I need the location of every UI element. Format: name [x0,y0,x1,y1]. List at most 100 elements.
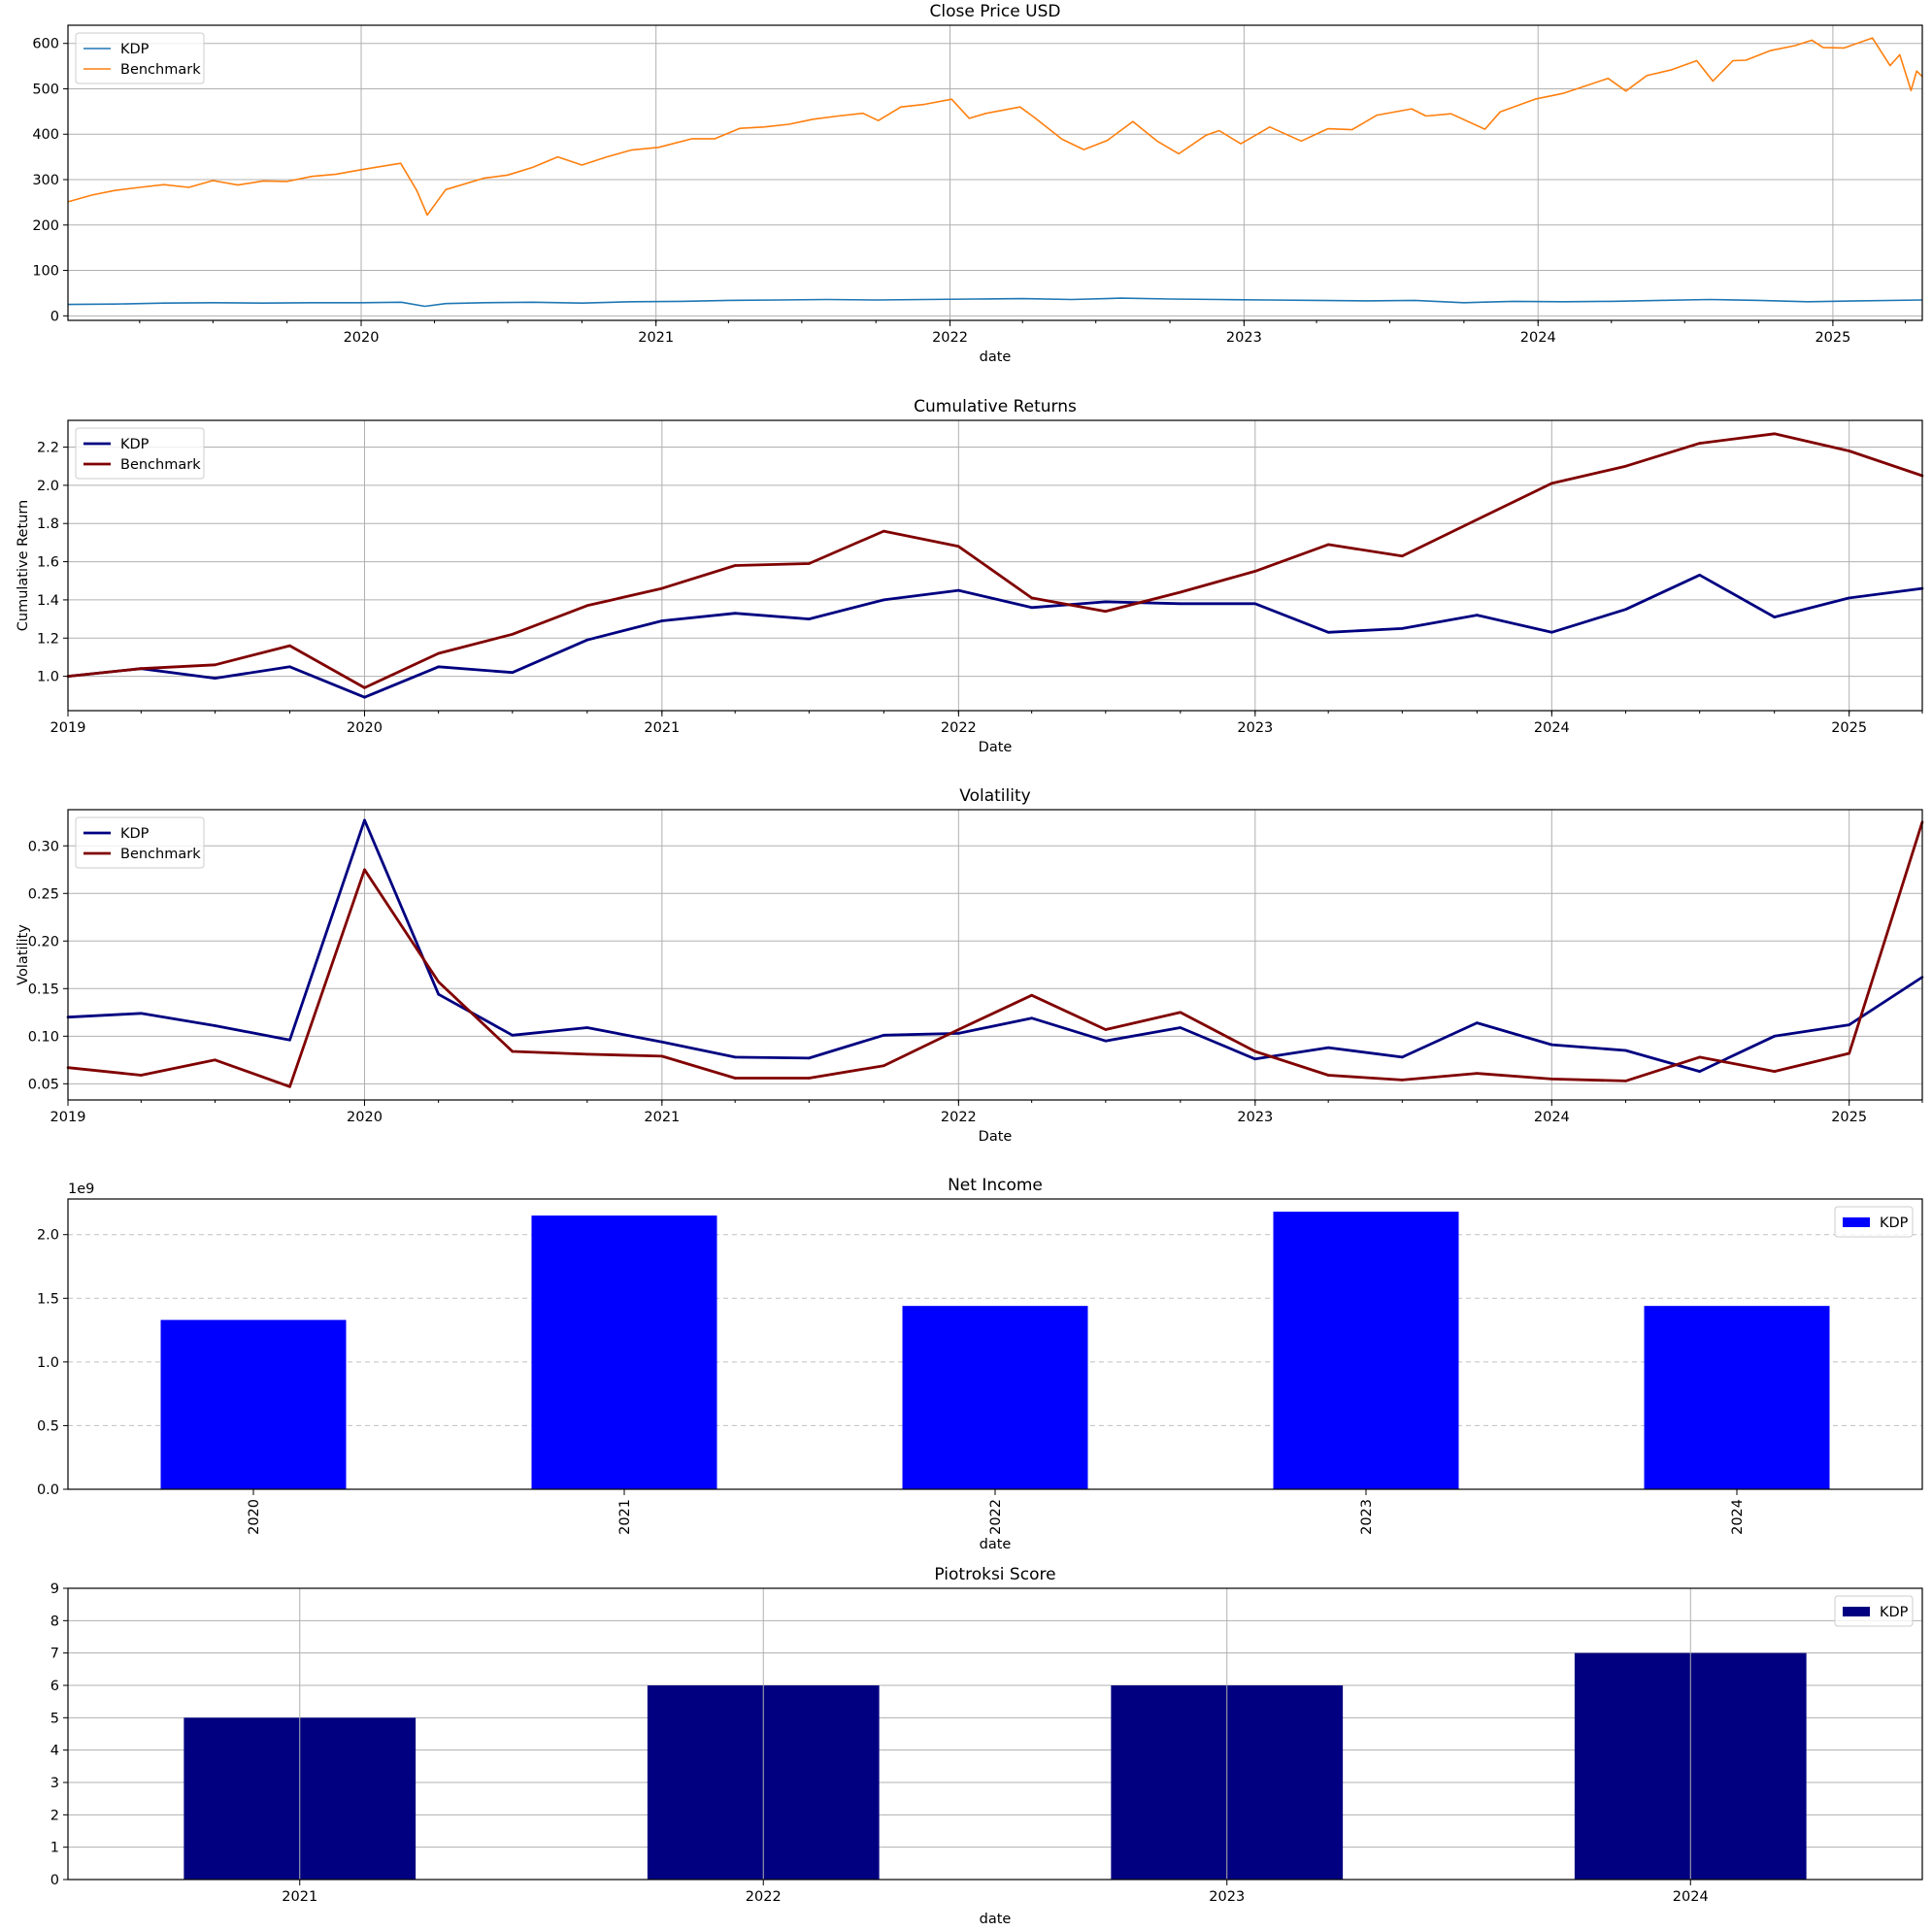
data-point-benchmark [1179,1011,1183,1015]
x-tick-label: 2024 [1673,1889,1709,1905]
chart-cumret: 1.0 1.2 1.4 1.6 1.8 2.0 2.2 2019 2020 2021 2022 202… [16,397,1924,755]
data-point-benchmark [1848,449,1850,452]
data-point-benchmark [1326,543,1330,547]
x-tick-label: 2019 [50,1110,86,1125]
data-point-kdp [1179,602,1183,606]
series-line-kdp [67,818,1923,1073]
data-point-benchmark [1698,442,1701,445]
data-point-kdp [437,992,441,996]
data-point-kdp [1773,1035,1776,1038]
x-tick-label: 2021 [617,1499,633,1535]
data-point-kdp [1476,1021,1479,1024]
data-point-kdp [1030,1016,1033,1019]
data-point-benchmark [1624,1080,1627,1082]
axes-frame [67,1587,1923,1881]
x-tick-label: 2024 [1520,330,1556,346]
x-tick-label: 2025 [1831,720,1867,736]
data-point-kdp [1104,1039,1108,1043]
data-point-kdp [585,638,589,642]
data-point-kdp [1401,1055,1404,1059]
legend-label-benchmark: Benchmark [120,457,201,473]
data-point-benchmark [214,1058,217,1062]
y-tick-label: 1.5 [37,1291,59,1307]
axes-frame [67,24,1923,321]
series-line-kdp [67,297,1923,308]
x-axis-label: Date [979,1129,1013,1145]
data-point-benchmark [1326,1074,1330,1077]
data-point-benchmark [733,1077,737,1080]
y-tick-label: 0 [50,309,59,324]
data-point-benchmark [1848,1051,1850,1055]
data-point-kdp [511,1034,515,1037]
y-tick-label: 0.5 [37,1418,59,1434]
bar-2024 [1644,1306,1830,1489]
y-tick-label: 0.10 [28,1029,59,1045]
y-tick-label: 2 [50,1808,59,1823]
bar-2022 [902,1306,1088,1489]
data-point-kdp [1848,596,1850,600]
y-tick-label: 2.2 [37,441,59,456]
data-point-benchmark [1401,1079,1404,1082]
x-tick-label: 2024 [1730,1499,1746,1535]
y-tick-label: 1.0 [37,1355,59,1371]
x-tick-label: 2019 [50,720,86,736]
x-tick-label: 2023 [1237,720,1273,736]
x-tick-label: 2023 [1359,1499,1375,1535]
data-point-benchmark [733,564,737,567]
y-tick-label: 0.05 [28,1077,59,1092]
y-tick-label: 0.25 [28,886,59,902]
legend-label-benchmark: Benchmark [120,847,201,862]
x-tick-label: 2021 [644,720,680,736]
x-tick-label: 2022 [932,330,968,346]
y-tick-label: 0.15 [28,982,59,997]
x-tick-label: 2020 [344,330,380,346]
legend-box [75,816,205,869]
data-point-benchmark [660,1054,664,1058]
data-point-kdp [883,1034,885,1037]
data-point-benchmark [883,1064,885,1067]
data-point-benchmark [1030,596,1033,600]
data-point-kdp [1550,1043,1553,1047]
data-point-kdp [1253,1057,1257,1061]
legend-box [75,427,205,480]
data-point-kdp [140,1012,143,1015]
series-line-benchmark [67,432,1923,689]
data-point-benchmark [1401,554,1404,557]
x-axis-label: date [980,350,1012,365]
data-point-benchmark [1030,993,1033,997]
data-point-kdp [1326,1046,1330,1049]
y-tick-label: 600 [32,37,59,52]
data-point-benchmark [140,667,143,670]
legend-label-kdp: KDP [120,42,150,57]
x-tick-label: 2022 [941,1110,977,1125]
bar-2020 [160,1319,347,1489]
data-point-benchmark [957,545,960,549]
data-point-benchmark [1179,590,1183,594]
y-tick-label: 9 [50,1581,59,1597]
y-tick-label: 2.0 [37,1228,59,1244]
legend-label-kdp: KDP [1880,1215,1909,1231]
chart-vol: 0.05 0.10 0.15 0.20 0.25 0.30 2019 2020 2021 2022… [16,786,1924,1145]
data-point-kdp [288,1038,291,1042]
y-tick-label: 1.2 [37,631,59,647]
data-point-benchmark [288,644,291,648]
data-point-benchmark [1476,518,1479,521]
data-point-benchmark [957,1028,960,1031]
data-point-benchmark [585,1052,589,1056]
data-point-benchmark [1253,570,1257,573]
y-tick-label: 100 [32,264,59,280]
data-point-kdp [214,1024,217,1027]
y-tick-label: 300 [32,173,59,188]
data-point-benchmark [660,586,664,590]
data-point-kdp [957,1032,960,1035]
y-tick-label: 0 [50,1873,59,1888]
data-point-kdp [1624,1049,1627,1052]
x-tick-label: 2020 [247,1499,262,1535]
data-point-kdp [288,665,291,669]
legend-box [1834,1206,1914,1238]
x-tick-label: 2022 [746,1889,782,1905]
x-tick-label: 2022 [941,720,977,736]
data-point-benchmark [883,529,885,533]
y-tick-label: 3 [50,1776,59,1791]
